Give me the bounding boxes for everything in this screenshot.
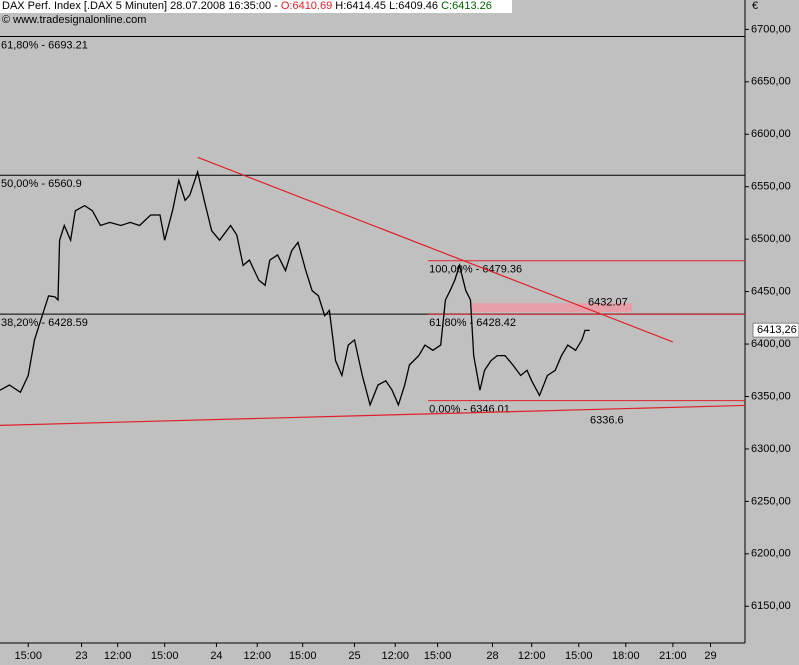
x-tick-label: 12:00	[104, 650, 132, 662]
fib-label: 61,80% - 6428.42	[429, 317, 516, 329]
x-tick-label: 15:00	[424, 650, 452, 662]
header-open: O:6410.69	[281, 0, 332, 12]
x-tick-label: 18:00	[612, 650, 640, 662]
x-tick-label: 15:00	[565, 650, 593, 662]
fib-label: 61,80% - 6693.21	[1, 39, 88, 51]
fib-label: 50,00% - 6560.9	[1, 178, 82, 190]
x-tick-label: 24	[210, 650, 222, 662]
x-tick-label: 28	[486, 650, 498, 662]
y-tick-label: 6550,00	[751, 181, 791, 193]
trendline	[197, 156, 674, 343]
y-tick-label: 6200,00	[751, 548, 791, 560]
currency: €	[752, 0, 758, 12]
y-tick-label: 6600,00	[751, 128, 791, 140]
y-tick-label: 6250,00	[751, 495, 791, 507]
x-tick-label: 29	[704, 650, 716, 662]
header-low: L:6409.46	[389, 0, 438, 12]
price-line	[0, 169, 590, 407]
header-title: DAX Perf. Index [.DAX 5 Minuten] 28.07.2…	[2, 0, 278, 12]
x-tick-label: 12:00	[243, 650, 271, 662]
y-tick-label: 6300,00	[751, 443, 791, 455]
x-tick-label: 12:00	[518, 650, 546, 662]
y-tick-label: 6400,00	[751, 338, 791, 350]
copyright: © www.tradesignalonline.com	[2, 14, 146, 26]
fib-label: 100,00% - 6479.36	[429, 264, 522, 276]
x-tick-label: 15:00	[14, 650, 42, 662]
zone	[470, 303, 633, 313]
x-tick-label: 25	[348, 650, 360, 662]
header-close: C:6413.26	[441, 0, 492, 12]
trendline	[0, 404, 746, 426]
last-price-label: 6413,26	[757, 324, 797, 336]
x-tick-label: 21:00	[659, 650, 687, 662]
y-tick-label: 6650,00	[751, 76, 791, 88]
x-tick-label: 23	[75, 650, 87, 662]
y-tick-label: 6700,00	[751, 23, 791, 35]
header-bg	[0, 0, 512, 13]
y-tick-label: 6500,00	[751, 233, 791, 245]
last-price-box	[752, 322, 799, 338]
y-tick-label: 6450,00	[751, 286, 791, 298]
header: DAX Perf. Index [.DAX 5 Minuten] 28.07.2…	[2, 0, 492, 12]
annotation: 6336.6	[590, 414, 624, 426]
y-tick-label: 6150,00	[751, 600, 791, 612]
header-high: H:6414.45	[335, 0, 386, 12]
x-tick-label: 15:00	[151, 650, 179, 662]
fib-label: 38,20% - 6428.59	[1, 317, 88, 329]
annotation: 6432.07	[588, 296, 628, 308]
x-tick-label: 15:00	[289, 650, 317, 662]
x-tick-label: 12:00	[381, 650, 409, 662]
y-tick-label: 6350,00	[751, 390, 791, 402]
